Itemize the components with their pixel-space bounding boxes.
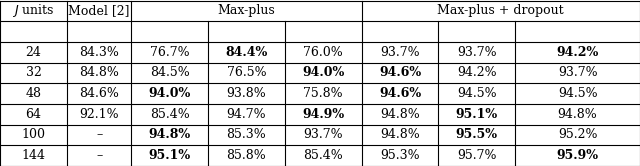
Text: 93.7%: 93.7% [303, 128, 343, 141]
Text: 94.5%: 94.5% [457, 87, 497, 100]
Text: 92.1%: 92.1% [79, 108, 119, 121]
Text: 100: 100 [22, 128, 45, 141]
Text: 84.3%: 84.3% [79, 46, 119, 59]
Text: 94.8%: 94.8% [380, 108, 420, 121]
Text: Model [2]: Model [2] [68, 4, 130, 17]
Text: $J$ units: $J$ units [12, 2, 55, 19]
Text: 75.8%: 75.8% [303, 87, 343, 100]
Text: –: – [96, 149, 102, 162]
Text: 94.6%: 94.6% [379, 87, 421, 100]
Text: 93.7%: 93.7% [457, 46, 497, 59]
Text: 85.3%: 85.3% [227, 128, 266, 141]
Text: 64: 64 [26, 108, 42, 121]
Text: 93.7%: 93.7% [380, 46, 420, 59]
Text: 94.0%: 94.0% [148, 87, 191, 100]
Text: –: – [96, 128, 102, 141]
Text: 94.0%: 94.0% [302, 66, 344, 79]
Text: 95.5%: 95.5% [456, 128, 498, 141]
Text: 84.5%: 84.5% [150, 66, 189, 79]
Text: 84.8%: 84.8% [79, 66, 119, 79]
Text: 76.0%: 76.0% [303, 46, 343, 59]
Text: 95.9%: 95.9% [557, 149, 598, 162]
Text: 94.5%: 94.5% [558, 87, 597, 100]
Text: 85.8%: 85.8% [227, 149, 266, 162]
Text: 95.1%: 95.1% [456, 108, 498, 121]
Text: 95.3%: 95.3% [380, 149, 420, 162]
Text: 48: 48 [26, 87, 42, 100]
Text: 95.7%: 95.7% [457, 149, 497, 162]
Text: 94.2%: 94.2% [556, 46, 599, 59]
Text: 24: 24 [26, 46, 42, 59]
Text: 85.4%: 85.4% [303, 149, 343, 162]
Text: 84.4%: 84.4% [225, 46, 268, 59]
Text: 95.2%: 95.2% [558, 128, 597, 141]
Text: 94.8%: 94.8% [557, 108, 598, 121]
Text: 95.1%: 95.1% [148, 149, 191, 162]
Text: 94.8%: 94.8% [148, 128, 191, 141]
Text: 94.9%: 94.9% [302, 108, 344, 121]
Text: 32: 32 [26, 66, 42, 79]
Text: 94.2%: 94.2% [457, 66, 497, 79]
Text: 84.6%: 84.6% [79, 87, 119, 100]
Text: 94.6%: 94.6% [379, 66, 421, 79]
Text: 94.8%: 94.8% [380, 128, 420, 141]
Text: Max-plus + dropout: Max-plus + dropout [438, 4, 564, 17]
Text: 93.8%: 93.8% [227, 87, 266, 100]
Text: 85.4%: 85.4% [150, 108, 189, 121]
Text: 93.7%: 93.7% [558, 66, 597, 79]
Text: 94.7%: 94.7% [227, 108, 266, 121]
Text: 76.7%: 76.7% [150, 46, 189, 59]
Text: 144: 144 [22, 149, 45, 162]
Text: Max-plus: Max-plus [218, 4, 275, 17]
Text: 76.5%: 76.5% [227, 66, 266, 79]
